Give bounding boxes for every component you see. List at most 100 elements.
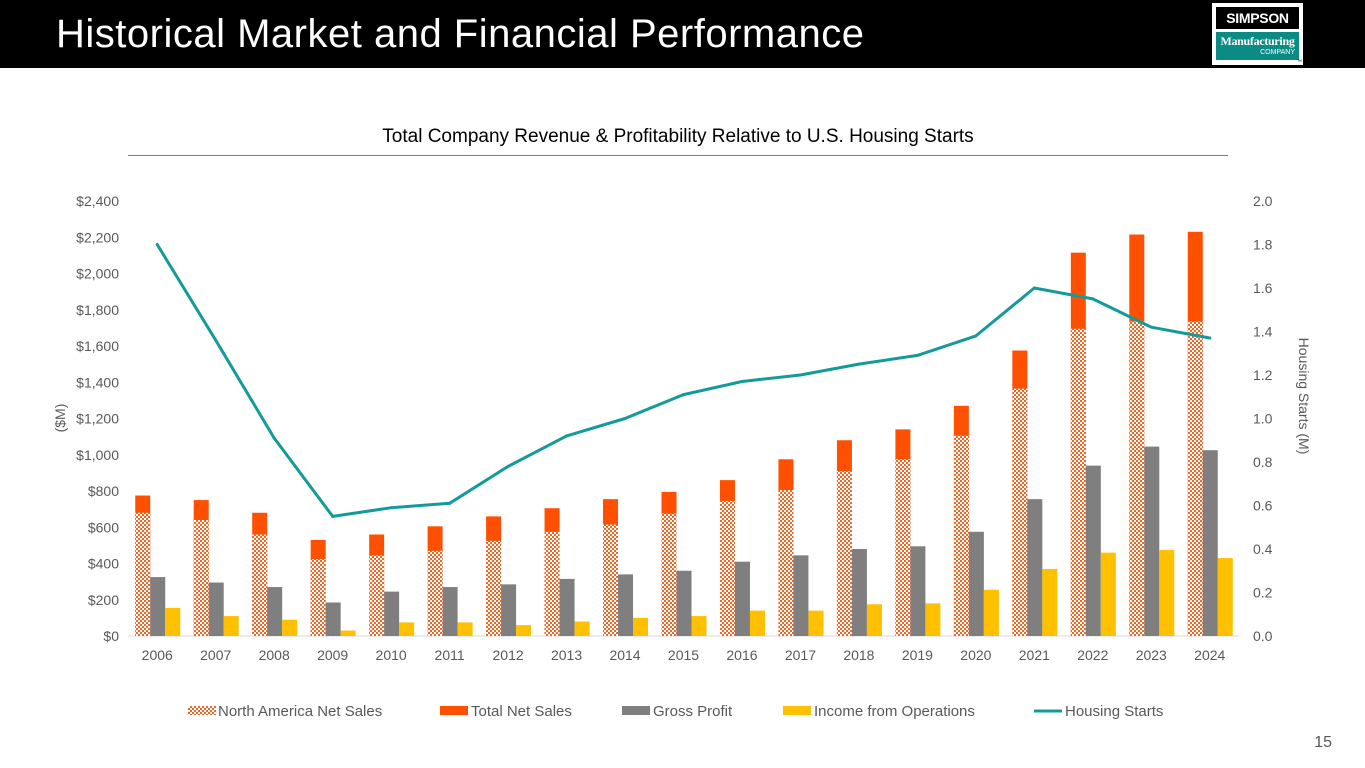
north-america-net-sales-bar [544, 531, 560, 636]
y-tick-label: $1,200 [76, 411, 119, 427]
housing-starts-point [272, 436, 276, 440]
x-tick-label: 2012 [493, 647, 524, 663]
legend-swatch [622, 706, 650, 715]
y-tick-label: $2,200 [76, 229, 119, 245]
north-america-net-sales-bar [836, 471, 852, 636]
income-from-operations-bar [925, 603, 941, 636]
housing-starts-point [857, 362, 861, 366]
legend-label: Housing Starts [1065, 703, 1163, 720]
x-tick-label: 2016 [726, 647, 757, 663]
housing-starts-point [389, 506, 393, 510]
housing-starts-point [623, 417, 627, 420]
north-america-net-sales-bar [1129, 321, 1145, 636]
gross-profit-bar [910, 546, 926, 636]
y2-tick-label: 0.0 [1253, 628, 1273, 644]
gross-profit-bar [676, 570, 692, 636]
north-america-net-sales-bar [427, 550, 443, 636]
title-divider [128, 155, 1228, 156]
y-tick-label: $2,400 [76, 193, 119, 209]
income-from-operations-bar [1042, 568, 1058, 636]
income-from-operations-bar [1217, 558, 1233, 636]
housing-starts-point [331, 514, 335, 518]
gross-profit-bar [851, 549, 867, 636]
x-tick-label: 2009 [317, 647, 348, 663]
income-from-operations-bar [983, 589, 999, 636]
legend-swatch [783, 706, 811, 715]
north-america-net-sales-bar [719, 500, 735, 636]
income-from-operations-bar [1100, 552, 1116, 636]
x-tick-label: 2015 [668, 647, 699, 663]
housing-starts-point [1032, 286, 1036, 290]
y2-tick-label: 1.6 [1253, 280, 1273, 296]
north-america-net-sales-bar [603, 524, 619, 636]
chart-title: Total Company Revenue & Profitability Re… [382, 126, 974, 147]
income-from-operations-bar [574, 621, 590, 636]
page-number: 15 [1314, 734, 1332, 751]
y2-axis-label: Housing Starts (M) [1296, 338, 1312, 455]
y-tick-label: $1,800 [76, 302, 119, 318]
north-america-net-sales-bar [895, 459, 911, 636]
x-tick-label: 2011 [435, 647, 465, 663]
legend-swatch [188, 706, 216, 715]
income-from-operations-bar [457, 622, 473, 636]
y2-tick-label: 1.8 [1253, 237, 1273, 253]
north-america-net-sales-bar [661, 513, 677, 636]
housing-starts-point [448, 501, 452, 505]
y-tick-label: $600 [88, 519, 119, 535]
income-from-operations-bar [808, 610, 824, 636]
y2-tick-label: 0.8 [1253, 454, 1273, 470]
income-from-operations-bar [866, 604, 882, 636]
gross-profit-bar [384, 591, 400, 636]
y-tick-label: $400 [88, 556, 119, 572]
housing-starts-line [155, 243, 1212, 518]
housing-starts-point [1091, 297, 1095, 301]
gross-profit-bar [734, 561, 750, 636]
legend-label: North America Net Sales [218, 703, 382, 720]
legend-label: Gross Profit [653, 703, 733, 720]
gross-profit-bar [1144, 446, 1160, 636]
income-from-operations-bar [165, 607, 181, 636]
housing-starts-point [682, 393, 685, 397]
income-from-operations-bar [691, 616, 707, 636]
gross-profit-bar [150, 577, 166, 636]
logo-middle-text: Manufacturing [1220, 34, 1295, 48]
north-america-net-sales-bar [1070, 328, 1086, 636]
x-tick-label: 2019 [902, 647, 933, 663]
gross-profit-bar [1027, 499, 1043, 636]
x-tick-label: 2023 [1136, 647, 1167, 663]
north-america-net-sales-bar [193, 520, 209, 636]
north-america-net-sales-bar [778, 490, 794, 636]
housing-starts-point [155, 243, 159, 246]
y-tick-label: $800 [88, 483, 119, 499]
y-tick-label: $0 [103, 628, 119, 644]
north-america-net-sales-bar [252, 534, 268, 636]
x-tick-label: 2007 [200, 647, 231, 663]
y-tick-label: $2,000 [76, 266, 119, 282]
legend-swatch [440, 706, 468, 715]
y-tick-label: $1,600 [76, 338, 119, 354]
y2-tick-label: 0.4 [1253, 541, 1273, 557]
income-from-operations-bar [340, 630, 356, 636]
housing-starts-point [798, 373, 802, 377]
x-tick-label: 2018 [843, 647, 874, 663]
gross-profit-bar [442, 587, 458, 636]
logo-trademark: ™ [1297, 59, 1302, 65]
gross-profit-bar [267, 587, 283, 636]
x-tick-label: 2021 [1019, 647, 1050, 663]
north-america-net-sales-bar [1012, 388, 1028, 636]
legend-label: Total Net Sales [471, 703, 572, 720]
housing-starts-point [214, 338, 218, 342]
x-tick-label: 2022 [1077, 647, 1108, 663]
x-tick-label: 2006 [142, 647, 173, 663]
housing-starts-point [1149, 325, 1153, 329]
y-axis-label: ($M) [52, 404, 68, 433]
gross-profit-bar [501, 584, 517, 636]
income-from-operations-bar [399, 622, 415, 636]
page-title: Historical Market and Financial Performa… [56, 12, 865, 56]
x-tick-label: 2017 [785, 647, 816, 663]
housing-starts-point [974, 334, 978, 338]
north-america-net-sales-bar [135, 512, 151, 636]
logo-top-text: SIMPSON [1216, 7, 1299, 29]
gross-profit-bar [618, 574, 634, 636]
